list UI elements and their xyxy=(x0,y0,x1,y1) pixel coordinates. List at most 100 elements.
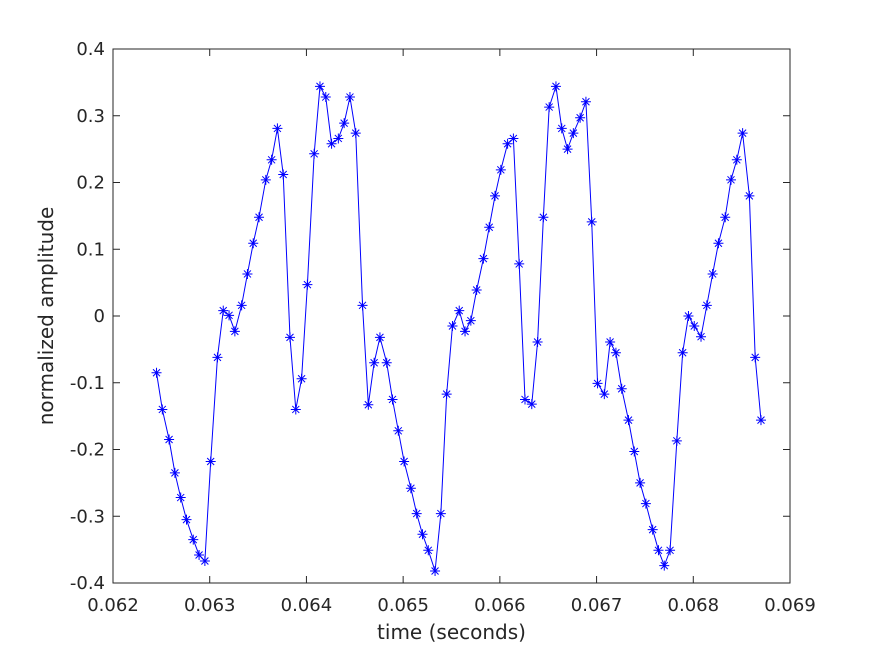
x-axis-ticks: 0.062 0.063 0.064 0.065 0.066 0.067 0.068 0.069 xyxy=(87,49,816,616)
data-point-marker xyxy=(387,394,398,405)
data-point-marker xyxy=(720,212,731,223)
data-point-marker xyxy=(229,326,240,337)
data-point-marker xyxy=(344,92,355,103)
data-point-marker xyxy=(417,529,428,540)
data-point-marker xyxy=(599,389,610,400)
data-point-marker xyxy=(640,498,651,509)
data-point-marker xyxy=(151,367,162,378)
data-point-marker xyxy=(248,238,259,249)
data-point-marker xyxy=(272,123,283,134)
x-axis-title: time (seconds) xyxy=(377,620,526,644)
x-tick-label: 0.068 xyxy=(668,595,720,616)
data-point-marker xyxy=(526,399,537,410)
y-tick-label: 0.4 xyxy=(76,39,105,60)
data-point-marker xyxy=(514,258,525,269)
data-point-marker xyxy=(169,467,180,478)
data-point-marker xyxy=(224,310,235,321)
data-point-marker xyxy=(460,326,471,337)
data-point-marker xyxy=(683,311,694,321)
data-point-marker xyxy=(320,92,331,103)
data-point-marker xyxy=(575,112,586,123)
data-point-marker xyxy=(701,300,712,311)
data-point-marker xyxy=(550,81,561,92)
data-point-marker xyxy=(350,128,361,139)
data-point-marker xyxy=(188,534,199,545)
y-tick-label: -0.4 xyxy=(70,573,105,594)
data-point-marker xyxy=(157,404,168,415)
y-tick-label: 0.2 xyxy=(76,173,105,194)
series-layer xyxy=(151,81,766,576)
data-point-marker xyxy=(218,305,229,316)
data-point-marker xyxy=(707,268,718,279)
data-point-marker xyxy=(737,128,748,139)
data-point-marker xyxy=(314,81,325,92)
data-point-marker xyxy=(623,415,634,426)
data-point-marker xyxy=(629,446,640,457)
data-point-marker xyxy=(363,399,374,410)
data-point-marker xyxy=(689,321,700,332)
data-point-marker xyxy=(495,164,506,175)
data-point-marker xyxy=(556,123,567,134)
data-point-marker xyxy=(205,456,216,467)
data-point-marker xyxy=(713,238,724,249)
data-point-marker xyxy=(290,404,301,415)
data-point-marker xyxy=(532,337,543,348)
data-point-marker xyxy=(508,133,519,144)
y-axis-ticks: -0.4 -0.3 -0.2 -0.1 0 0.1 0.2 0.3 0.4 xyxy=(70,39,790,594)
data-point-marker xyxy=(411,508,422,519)
data-point-marker xyxy=(580,96,591,107)
y-tick-label: -0.3 xyxy=(70,506,105,527)
y-tick-label: 0.1 xyxy=(76,239,105,260)
data-point-marker xyxy=(194,549,205,560)
data-point-marker xyxy=(659,560,670,571)
plot-area xyxy=(113,49,790,583)
data-point-marker xyxy=(677,347,688,358)
y-tick-label: 0.3 xyxy=(76,106,105,127)
data-point-marker xyxy=(236,300,247,311)
data-point-marker xyxy=(502,138,513,149)
x-tick-label: 0.062 xyxy=(87,595,139,616)
x-tick-label: 0.064 xyxy=(281,595,333,616)
data-point-marker xyxy=(586,216,597,227)
data-point-marker xyxy=(339,118,350,129)
data-point-marker xyxy=(447,321,458,332)
data-point-marker xyxy=(369,357,380,368)
data-point-marker xyxy=(266,154,277,165)
data-point-marker xyxy=(605,337,616,348)
data-point-marker xyxy=(562,144,573,155)
data-point-marker xyxy=(302,279,313,290)
data-point-marker xyxy=(399,456,410,467)
x-tick-label: 0.065 xyxy=(377,595,429,616)
data-point-marker xyxy=(260,174,271,185)
data-point-marker xyxy=(164,434,175,445)
data-point-marker xyxy=(478,253,489,264)
data-point-marker xyxy=(471,284,482,295)
data-point-marker xyxy=(635,477,646,488)
data-point-marker xyxy=(212,352,223,363)
data-point-marker xyxy=(755,415,766,426)
y-tick-label: 0 xyxy=(94,306,105,327)
data-point-marker xyxy=(465,315,476,326)
data-point-marker xyxy=(284,332,295,343)
data-point-marker xyxy=(490,190,501,201)
data-point-marker xyxy=(744,190,755,201)
data-point-marker xyxy=(454,305,465,316)
data-point-marker xyxy=(671,435,682,446)
data-point-marker xyxy=(374,332,385,343)
data-point-marker xyxy=(520,394,531,405)
y-tick-label: -0.1 xyxy=(70,373,105,394)
data-point-marker xyxy=(616,383,627,394)
x-tick-label: 0.067 xyxy=(571,595,623,616)
data-point-marker xyxy=(665,545,676,556)
data-point-marker xyxy=(423,545,434,556)
data-point-marker xyxy=(381,357,392,368)
data-point-marker xyxy=(696,331,707,342)
data-point-marker xyxy=(544,102,555,113)
data-point-marker xyxy=(175,492,186,503)
data-point-marker xyxy=(405,483,416,494)
data-point-marker xyxy=(326,138,337,149)
data-point-marker xyxy=(610,347,621,358)
data-point-marker xyxy=(393,425,404,436)
data-point-marker xyxy=(568,128,579,139)
